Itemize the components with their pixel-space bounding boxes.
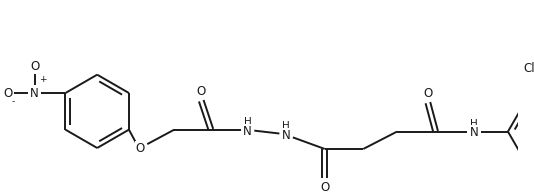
Text: +: + [40, 75, 47, 84]
Text: N: N [470, 126, 478, 139]
Text: O: O [3, 86, 12, 100]
Text: O: O [197, 85, 206, 98]
Text: O: O [136, 142, 145, 155]
Text: N: N [30, 86, 39, 100]
Text: H: H [470, 119, 478, 129]
Text: O: O [320, 181, 329, 194]
Text: -: - [12, 97, 15, 106]
Text: Cl: Cl [523, 63, 534, 75]
Text: H: H [282, 121, 290, 131]
Text: H: H [244, 117, 252, 127]
Text: N: N [243, 125, 252, 138]
Text: N: N [282, 129, 290, 142]
Text: O: O [423, 86, 433, 100]
Text: O: O [30, 60, 39, 73]
